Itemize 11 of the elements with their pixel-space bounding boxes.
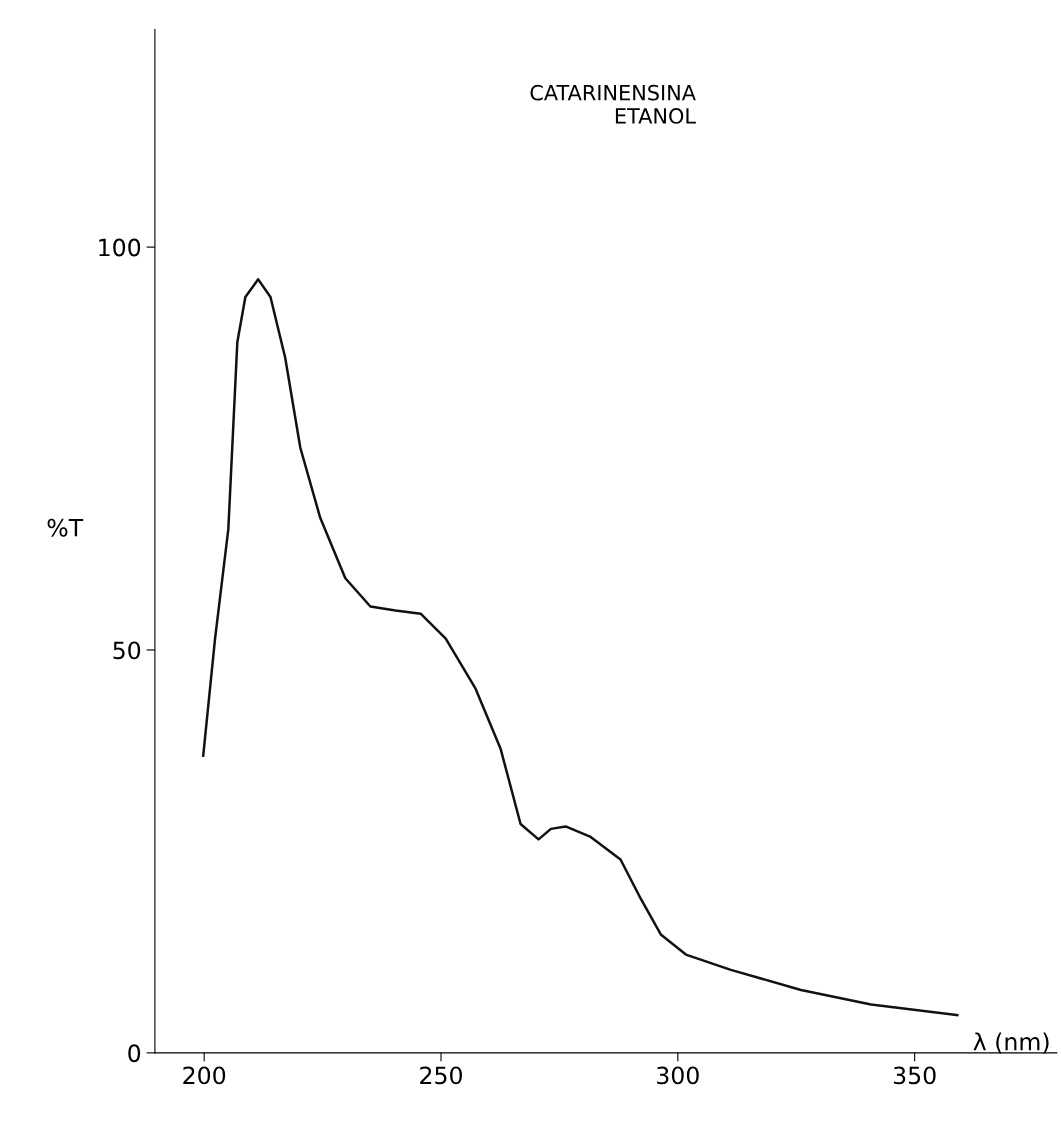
line-series bbox=[201, 278, 959, 1017]
x-tick-label: 350 bbox=[893, 1066, 936, 1085]
x-tick-label: 250 bbox=[420, 1066, 462, 1085]
x-tick-label: 300 bbox=[657, 1066, 699, 1085]
y-tick-label: 0 bbox=[128, 1044, 141, 1063]
y-axis-title: %T bbox=[47, 518, 84, 537]
x-axis-title: λ (nm) bbox=[973, 1032, 1049, 1054]
y-tick-label: 100 bbox=[99, 238, 141, 257]
text: CATARINENSINA ETANOL bbox=[530, 84, 696, 124]
y-tick-label: 50 bbox=[113, 641, 141, 660]
x-tick-label: 200 bbox=[183, 1066, 226, 1085]
